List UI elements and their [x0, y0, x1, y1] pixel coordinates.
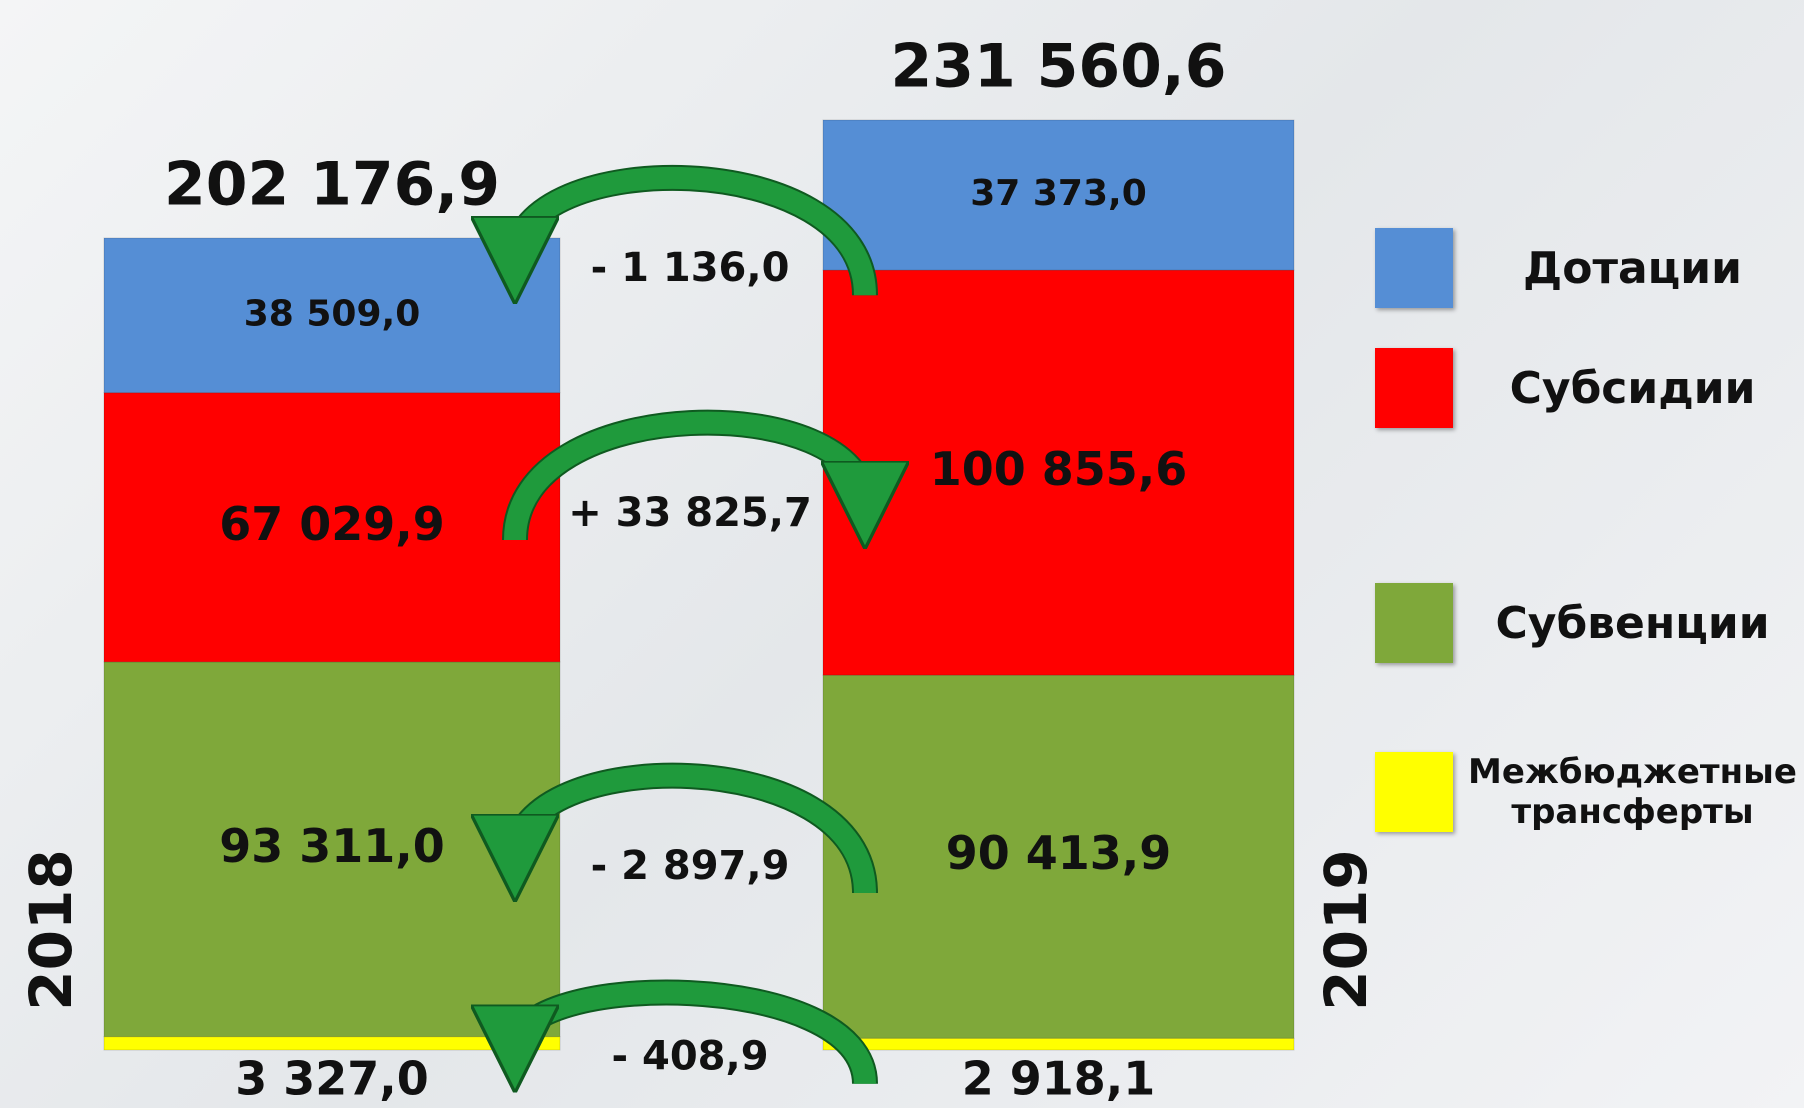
change-label: - 2 897,9 — [591, 843, 790, 889]
segment-label: 100 855,6 — [930, 442, 1188, 496]
legend-swatch — [1375, 752, 1453, 832]
change-label: - 1 136,0 — [591, 245, 790, 291]
legend-label: Субсидии — [1465, 348, 1800, 428]
legend-item: Дотации — [1375, 228, 1804, 308]
legend-label: Дотации — [1465, 228, 1800, 308]
bar-segment — [104, 1037, 560, 1050]
chart: 3 327,0 93 311,0 67 029,9 38 509,0 202 176,9… — [0, 0, 1804, 1108]
year-label: 2019 — [1312, 849, 1380, 1010]
segment-label: 38 509,0 — [244, 293, 421, 334]
legend-swatch — [1375, 228, 1453, 308]
segment-label: 90 413,9 — [946, 826, 1172, 880]
legend-label: Межбюджетные трансферты — [1465, 752, 1800, 832]
segment-label: 3 327,0 — [235, 1052, 429, 1106]
legend-label: Субвенции — [1465, 583, 1800, 663]
segment-label: 67 029,9 — [219, 497, 445, 551]
bar-segment — [823, 1038, 1294, 1050]
change-label: + 33 825,7 — [568, 490, 812, 536]
segment-label: 37 373,0 — [970, 173, 1147, 214]
change-label: - 408,9 — [611, 1034, 768, 1080]
page: 3 327,0 93 311,0 67 029,9 38 509,0 202 176,9… — [0, 0, 1804, 1108]
total-label: 202 176,9 — [164, 150, 500, 220]
segment-label: 93 311,0 — [219, 819, 445, 873]
legend-item: Субсидии — [1375, 348, 1804, 428]
year-label: 2018 — [17, 849, 85, 1010]
segment-label: 2 918,1 — [962, 1052, 1156, 1106]
total-label: 231 560,6 — [891, 32, 1227, 102]
legend-item: Субвенции — [1375, 583, 1804, 663]
legend-swatch — [1375, 348, 1453, 428]
legend-item: Межбюджетные трансферты — [1375, 752, 1804, 832]
legend-swatch — [1375, 583, 1453, 663]
